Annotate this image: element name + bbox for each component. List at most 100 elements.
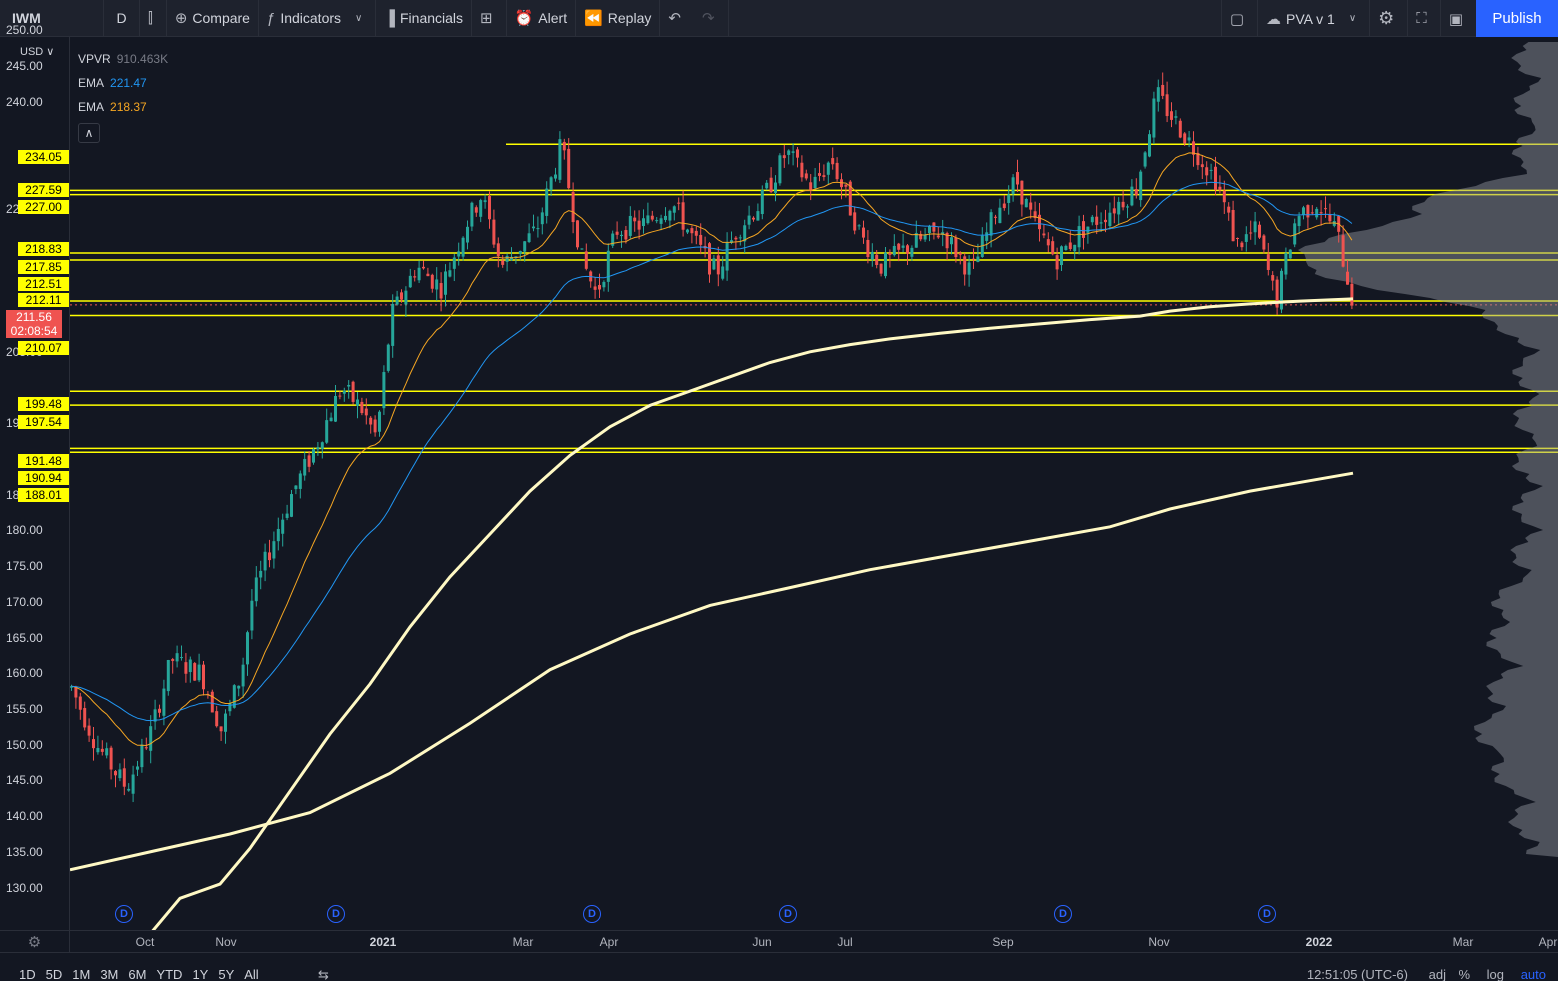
candle-body [483, 200, 487, 203]
layout-menu[interactable]: ☁ PVA v 1 ∨ [1257, 0, 1369, 37]
dividend-marker[interactable]: D [115, 905, 133, 923]
candle-body [87, 725, 91, 736]
candle-body [743, 225, 747, 242]
snapshot-button[interactable]: ▣ [1439, 0, 1476, 37]
candles-icon: ⫿ [148, 9, 153, 27]
interval-text: D [116, 10, 127, 26]
level-label[interactable]: 210.07 [18, 341, 69, 355]
candle-body [386, 344, 390, 371]
candle-body [1244, 234, 1248, 242]
dividend-marker[interactable]: D [779, 905, 797, 923]
indicator-legend: VPVR 910.463K EMA 221.47 EMA 218.37 ∧ [78, 47, 168, 143]
level-label[interactable]: 199.48 [18, 397, 69, 411]
range-button[interactable]: 5D [45, 966, 63, 981]
select-layout-button[interactable]: ▢ [1220, 0, 1257, 37]
candle-body [1271, 275, 1275, 281]
auto-toggle[interactable]: auto [1520, 967, 1546, 981]
goto-date-icon[interactable]: ⇆ [318, 967, 329, 981]
candle-body [232, 685, 236, 708]
level-label[interactable]: 197.54 [18, 415, 69, 429]
level-label[interactable]: 218.83 [18, 242, 69, 256]
range-button[interactable]: All [244, 966, 259, 981]
fullscreen-icon: ⛶ [1416, 10, 1427, 27]
legend-vpvr[interactable]: VPVR 910.463K [78, 47, 168, 71]
range-button[interactable]: 1M [72, 966, 91, 981]
currency-selector[interactable]: USD ∨ [18, 45, 57, 58]
level-label[interactable]: 188.01 [18, 488, 69, 502]
price-tick: 165.00 [6, 630, 43, 645]
level-label[interactable]: 227.59 [18, 183, 69, 197]
time-axis[interactable]: Oct Nov 2021 Mar Apr Jun Jul Sep Nov 2022 Mar Apr [70, 930, 1558, 952]
chart-type-button[interactable]: ⫿ [140, 0, 167, 37]
candle-body [290, 494, 293, 517]
candle-body [831, 158, 835, 165]
symbol-search[interactable]: IWM [0, 0, 104, 37]
candle-body [822, 175, 826, 177]
range-button[interactable]: 1Y [192, 966, 209, 981]
range-button[interactable]: 1D [19, 966, 36, 981]
range-button[interactable]: 5Y [218, 966, 235, 981]
candle-body [378, 411, 381, 432]
legend-ema-2[interactable]: EMA 218.37 [78, 95, 168, 119]
level-label[interactable]: 234.05 [18, 150, 69, 164]
level-label[interactable]: 217.85 [18, 260, 69, 274]
legend-ema-1[interactable]: EMA 221.47 [78, 71, 168, 95]
percent-toggle[interactable]: % [1458, 967, 1470, 981]
clock[interactable]: 12:51:05 (UTC-6) [1306, 967, 1408, 981]
candle-body [1090, 216, 1094, 223]
candle-body [351, 381, 355, 402]
range-button[interactable]: 3M [100, 966, 119, 981]
range-button[interactable]: 6M [128, 966, 147, 981]
candle-body [175, 653, 179, 662]
fx-icon: ƒ [266, 9, 276, 27]
alert-label: Alert [538, 10, 568, 26]
indicators-button[interactable]: ƒ Indicators ∨ [259, 0, 377, 37]
adj-toggle[interactable]: adj [1428, 967, 1446, 981]
undo-button[interactable]: ↶ [660, 0, 694, 37]
price-axis[interactable]: USD ∨ 250.00245.00240.00225.00205.00195.… [0, 23, 70, 930]
dividend-marker[interactable]: D [1054, 905, 1072, 923]
candle-body [470, 202, 474, 227]
chart-canvas[interactable] [70, 37, 1558, 930]
candle-body [756, 211, 760, 221]
candle-body [285, 513, 289, 518]
publish-button[interactable]: Publish [1476, 0, 1558, 37]
replay-button[interactable]: ⏪ Replay [576, 0, 661, 37]
candle-body [914, 233, 918, 248]
candle-body [1042, 233, 1046, 236]
candle-body [70, 686, 73, 688]
level-label[interactable]: 212.51 [18, 277, 69, 291]
financials-button[interactable]: ▐ Financials [376, 0, 473, 37]
dividend-marker[interactable]: D [583, 905, 601, 923]
candle-body [1293, 223, 1297, 245]
compare-button[interactable]: ⊕ Compare [167, 0, 259, 37]
range-button[interactable]: YTD [156, 966, 183, 981]
fullscreen-button[interactable]: ⛶ [1407, 0, 1440, 37]
level-label[interactable]: 227.00 [18, 200, 69, 214]
price-tick: 145.00 [6, 773, 43, 788]
axis-settings-button[interactable]: ⚙ [0, 930, 70, 952]
candle-body [686, 229, 689, 233]
ema1-value: 221.47 [110, 76, 147, 90]
candle-body [523, 241, 527, 252]
alert-button[interactable]: ⏰ Alert [507, 0, 577, 37]
ema-fast-line [71, 152, 1353, 747]
redo-button[interactable]: ↷ [694, 0, 729, 37]
candle-body [1121, 201, 1125, 208]
level-label[interactable]: 212.11 [18, 293, 69, 307]
templates-button[interactable]: ⊞ [472, 0, 507, 37]
level-label[interactable]: 191.48 [18, 454, 69, 468]
dividend-marker[interactable]: D [327, 905, 345, 923]
log-toggle[interactable]: log [1486, 967, 1504, 981]
level-label[interactable]: 190.94 [18, 471, 69, 485]
price-tick: 140.00 [6, 809, 43, 824]
candle-body [532, 226, 535, 229]
interval-button[interactable]: D [104, 0, 140, 37]
candle-body [628, 215, 632, 236]
chart-pane[interactable]: VPVR 910.463K EMA 221.47 EMA 218.37 ∧ D D D D D… [70, 37, 1558, 930]
settings-button[interactable]: ⚙ [1369, 0, 1407, 37]
collapse-legend-button[interactable]: ∧ [78, 123, 100, 143]
dividend-marker[interactable]: D [1258, 905, 1276, 923]
candle-body [598, 285, 601, 290]
candle-body [96, 748, 100, 753]
